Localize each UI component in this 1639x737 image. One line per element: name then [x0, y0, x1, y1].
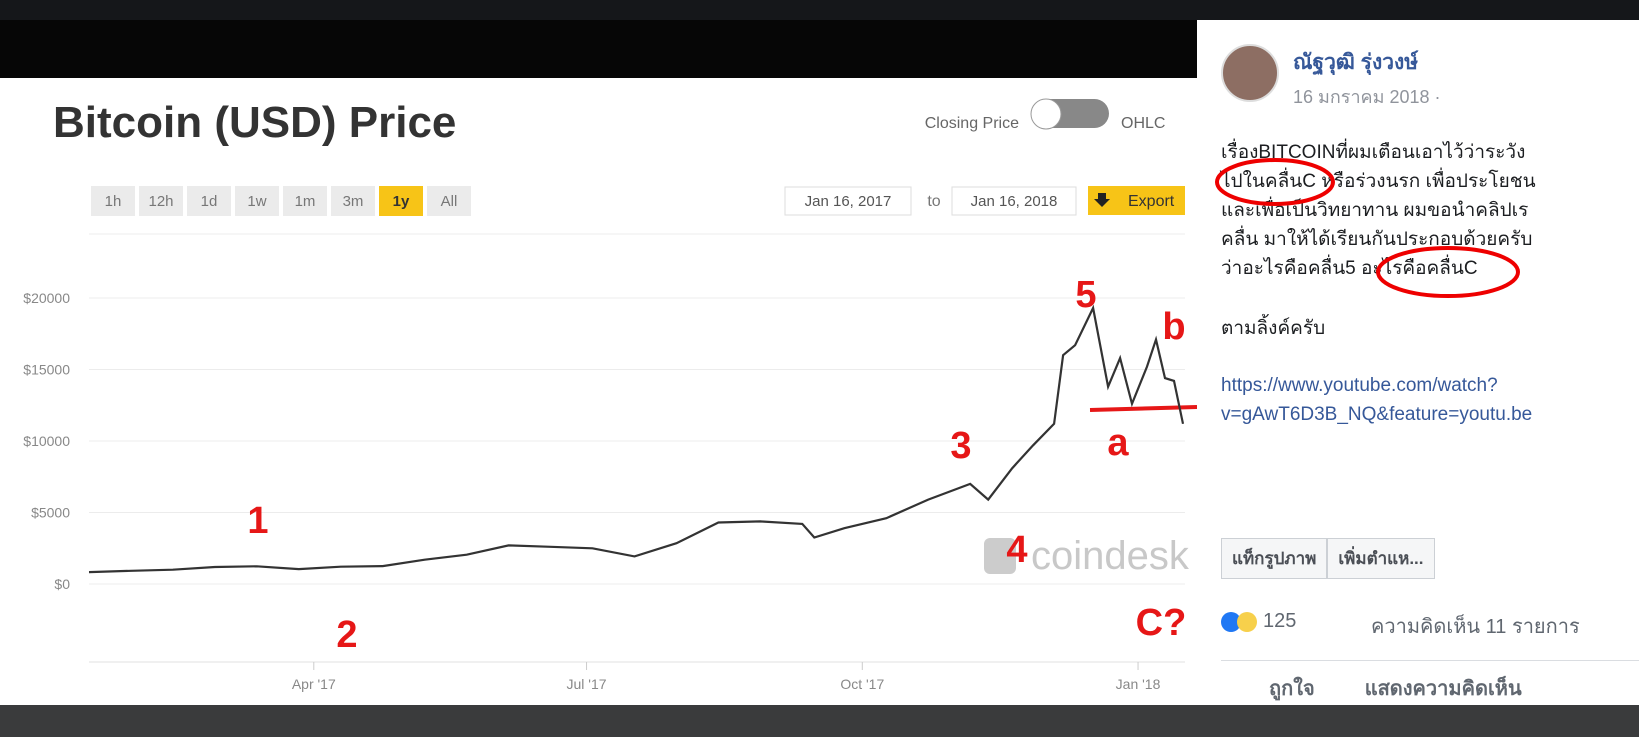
y-tick-label: $15000 — [23, 362, 70, 378]
post-text-line: ไปในคลื่นC หรือร่วงนรก เพื่อประโยชน — [1221, 171, 1536, 192]
date-from-box[interactable] — [784, 186, 912, 216]
post-text-line: คลื่น มาให้ได้เรียนกันประกอบด้วยครับ — [1221, 229, 1533, 250]
x-tick-label: Jan '18 — [1116, 676, 1161, 692]
range-button-label: 3m — [343, 193, 364, 210]
y-tick-label: $0 — [54, 576, 70, 592]
chart: Bitcoin (USD) Price Closing Price OHLC J… — [23, 98, 1197, 692]
action-row: ถูกใจ แสดงความคิดเห็น — [1237, 666, 1540, 705]
like-icon — [1221, 612, 1241, 632]
wave-annotation: 3 — [950, 425, 971, 467]
comments-count[interactable]: ความคิดเห็น 11 รายการ — [1371, 616, 1580, 638]
action-button[interactable]: แสดงความคิดเห็น — [1364, 678, 1522, 700]
author[interactable]: ณัฐวุฒิ รุ่งวงษ์ — [1293, 51, 1419, 74]
wave-annotation: 1 — [247, 500, 268, 542]
post-date[interactable]: 16 มกราคม 2018 · — [1293, 87, 1441, 107]
avatar[interactable] — [1221, 44, 1279, 102]
y-tick-label: $5000 — [31, 505, 70, 521]
x-tick-label: Apr '17 — [292, 676, 336, 692]
tag-row: แท็กรูปภาพ เพิ่มตำแห... — [1221, 538, 1435, 579]
x-tick-label: Jul '17 — [567, 676, 607, 692]
link-line[interactable]: v=gAwT6D3B_NQ&feature=youtu.be — [1221, 404, 1533, 425]
date-sep: to — [927, 193, 940, 210]
action-button[interactable]: ถูกใจ — [1269, 678, 1315, 700]
wave-annotation: 4 — [1006, 529, 1027, 571]
post-text-line: และเพื่อเป็นวิทยาทาน ผมขอนำคลิปเร — [1221, 200, 1529, 221]
facebook-post: ณัฐวุฒิ รุ่งวงษ์ 16 มกราคม 2018 · เรื่อง… — [1197, 20, 1639, 705]
toggle-right-label: OHLC — [1121, 115, 1165, 132]
wow-icon — [1237, 612, 1257, 632]
price-line — [88, 304, 1185, 574]
range-button[interactable] — [283, 186, 327, 216]
divider — [1221, 660, 1639, 661]
export-icon — [1094, 193, 1110, 207]
wave-annotation: a — [1107, 422, 1129, 464]
date-to-box[interactable] — [951, 186, 1077, 216]
wave-annotation: C? — [1136, 602, 1187, 644]
tag-button[interactable]: เพิ่มตำแห... — [1327, 538, 1435, 579]
range-button[interactable] — [91, 186, 135, 216]
post-text-line: เรื่องBITCOINที่ผมเตือนเอาไว้ว่าระวัง — [1221, 142, 1526, 163]
range-button-label: 1y — [393, 193, 410, 210]
chart-title: Bitcoin (USD) Price — [53, 98, 456, 147]
link-line[interactable]: https://www.youtube.com/watch? — [1221, 375, 1498, 396]
reaction-icons[interactable] — [1221, 610, 1261, 634]
follow-text: ตามลิ้งค์ครับ — [1221, 318, 1326, 339]
range-button[interactable] — [427, 186, 471, 216]
range-button[interactable] — [379, 186, 423, 216]
watermark-logo — [984, 538, 1016, 574]
range-button[interactable] — [235, 186, 279, 216]
wave-annotation: 5 — [1075, 274, 1096, 316]
y-tick-label: $10000 — [23, 433, 70, 449]
range-button-label: 1m — [295, 193, 316, 210]
post-link[interactable]: https://www.youtube.com/watch? v=gAwT6D3B… — [1221, 371, 1532, 429]
black-band — [0, 20, 1197, 78]
toggle-knob[interactable] — [1030, 98, 1062, 130]
reaction-count[interactable]: 125 — [1263, 610, 1297, 632]
post-text: เรื่องBITCOINที่ผมเตือนเอาไว้ว่าระวังไปใ… — [1221, 138, 1536, 283]
post-text-line: ว่าอะไรคือคลื่น5 อะไรคือคลื่นC — [1221, 258, 1478, 279]
date-from: Jan 16, 2017 — [805, 193, 892, 210]
range-button[interactable] — [331, 186, 375, 216]
y-tick-label: $20000 — [23, 290, 70, 306]
x-tick-label: Oct '17 — [840, 676, 884, 692]
range-button[interactable] — [187, 186, 231, 216]
wave-annotation: b — [1162, 306, 1185, 348]
range-button-label: 1d — [201, 193, 218, 210]
toggle-left-label: Closing Price — [925, 115, 1019, 132]
chart-panel — [0, 78, 1197, 705]
date-to: Jan 16, 2018 — [971, 193, 1058, 210]
browser-bar — [0, 0, 1639, 20]
range-button-label: 1h — [105, 193, 122, 210]
range-button-label: All — [441, 193, 458, 210]
range-button-label: 12h — [148, 193, 173, 210]
range-button[interactable] — [139, 186, 183, 216]
range-button-label: 1w — [247, 193, 266, 210]
wave-annotation: 2 — [336, 614, 357, 656]
export-label: Export — [1128, 193, 1175, 210]
tag-button[interactable]: แท็กรูปภาพ — [1221, 538, 1328, 579]
watermark: coindesk — [1031, 534, 1190, 578]
